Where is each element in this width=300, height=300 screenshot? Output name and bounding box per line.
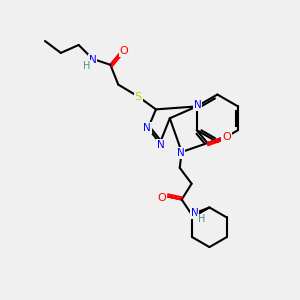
Text: O: O [158, 193, 166, 202]
Text: O: O [120, 46, 129, 56]
Text: H: H [198, 214, 205, 224]
Text: N: N [194, 100, 202, 110]
Text: N: N [89, 55, 96, 65]
Text: N: N [177, 148, 184, 158]
Text: N: N [143, 123, 151, 133]
Text: H: H [83, 61, 90, 71]
Text: N: N [157, 140, 165, 150]
Text: N: N [191, 208, 199, 218]
Text: O: O [222, 132, 231, 142]
Text: S: S [134, 92, 142, 101]
